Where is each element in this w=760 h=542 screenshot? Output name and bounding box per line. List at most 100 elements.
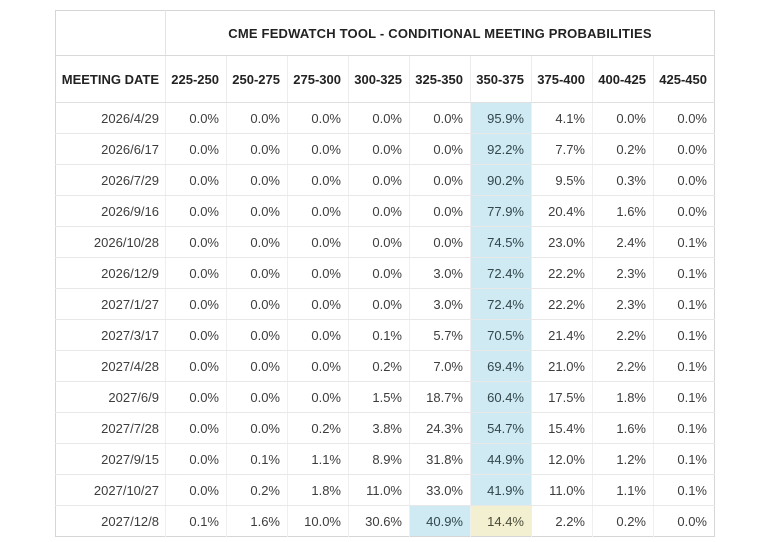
probability-cell: 0.0% [226,226,288,258]
probability-cell: 11.0% [348,474,410,506]
table-row: 2027/3/17 0.0% 0.0% 0.0% 0.1% 5.7% 70.5% 21.4% 2… [55,319,715,351]
probability-cell: 4.1% [531,102,593,134]
probability-cell: 90.2% [470,164,532,196]
probability-cell: 0.0% [165,412,227,444]
probability-cell: 21.0% [531,350,593,382]
probability-cell: 7.7% [531,133,593,165]
column-header-250-275: 250-275 [226,55,288,103]
meeting-date-cell: 2027/4/28 [55,350,166,382]
probability-cell: 0.0% [653,164,715,196]
probability-cell: 22.2% [531,288,593,320]
probability-cell: 0.0% [287,133,349,165]
probability-cell: 0.1% [653,226,715,258]
column-header-row: MEETING DATE 225-250 250-275 275-300 300… [55,55,715,103]
probability-cell: 0.2% [592,133,654,165]
probability-cell: 0.0% [348,257,410,289]
table-row: 2026/4/29 0.0% 0.0% 0.0% 0.0% 0.0% 95.9% 4.1% 0.… [55,102,715,134]
probability-cell: 3.0% [409,288,471,320]
meeting-date-cell: 2026/4/29 [55,102,166,134]
meeting-date-cell: 2027/7/28 [55,412,166,444]
probability-cell: 1.2% [592,443,654,475]
probability-cell: 0.0% [592,102,654,134]
column-header-400-425: 400-425 [592,55,654,103]
probability-cell: 0.0% [409,102,471,134]
probability-cell: 17.5% [531,381,593,413]
probability-cell: 0.2% [287,412,349,444]
meeting-date-cell: 2027/12/8 [55,505,166,537]
probability-cell: 74.5% [470,226,532,258]
probability-cell: 0.0% [287,288,349,320]
probability-cell: 95.9% [470,102,532,134]
meeting-date-cell: 2026/10/28 [55,226,166,258]
probability-cell: 0.0% [165,443,227,475]
probability-cell: 0.0% [165,257,227,289]
probability-cell: 1.1% [592,474,654,506]
table-row: 2026/9/16 0.0% 0.0% 0.0% 0.0% 0.0% 77.9% 20.4% 1… [55,195,715,227]
probability-cell: 1.5% [348,381,410,413]
probability-cell: 2.4% [592,226,654,258]
probability-cell: 1.8% [287,474,349,506]
probability-cell: 0.0% [226,288,288,320]
probability-cell: 72.4% [470,288,532,320]
probability-cell: 0.2% [348,350,410,382]
table-row: 2027/1/27 0.0% 0.0% 0.0% 0.0% 3.0% 72.4% 22.2% 2… [55,288,715,320]
probability-cell: 69.4% [470,350,532,382]
probability-cell: 0.0% [165,102,227,134]
probability-cell: 0.0% [165,195,227,227]
probability-cell: 0.0% [653,133,715,165]
probability-cell: 0.0% [287,195,349,227]
probability-cell: 33.0% [409,474,471,506]
probability-cell: 30.6% [348,505,410,537]
probability-cell: 0.1% [653,474,715,506]
probability-cell: 12.0% [531,443,593,475]
probability-cell: 0.0% [653,102,715,134]
probability-cell: 31.8% [409,443,471,475]
probability-cell: 0.0% [409,195,471,227]
column-header-425-450: 425-450 [653,55,715,103]
table-row: 2026/12/9 0.0% 0.0% 0.0% 0.0% 3.0% 72.4% 22.2% 2… [55,257,715,289]
probability-cell: 8.9% [348,443,410,475]
column-header-350-375: 350-375 [470,55,532,103]
probability-cell: 0.1% [653,257,715,289]
meeting-date-cell: 2027/1/27 [55,288,166,320]
table-row: 2026/6/17 0.0% 0.0% 0.0% 0.0% 0.0% 92.2% 7.7% 0.… [55,133,715,165]
probability-cell: 5.7% [409,319,471,351]
column-header-225-250: 225-250 [165,55,227,103]
probability-cell: 0.0% [165,133,227,165]
probability-cell: 0.1% [653,443,715,475]
fedwatch-table-card: CME FEDWATCH TOOL - CONDITIONAL MEETING … [55,10,715,537]
probability-cell: 3.0% [409,257,471,289]
column-header-275-300: 275-300 [287,55,349,103]
table-title-row: CME FEDWATCH TOOL - CONDITIONAL MEETING … [55,10,715,56]
probability-cell: 0.0% [287,102,349,134]
probability-cell: 0.0% [226,133,288,165]
probability-cell: 0.1% [653,288,715,320]
probability-cell: 40.9% [409,505,471,537]
probability-cell: 0.0% [226,412,288,444]
probability-cell: 10.0% [287,505,349,537]
table-title: CME FEDWATCH TOOL - CONDITIONAL MEETING … [165,10,715,56]
column-header-325-350: 325-350 [409,55,471,103]
probability-cell: 0.0% [165,350,227,382]
probability-cell: 60.4% [470,381,532,413]
probability-cell: 24.3% [409,412,471,444]
table-row: 2027/12/8 0.1% 1.6% 10.0% 30.6% 40.9% 14.4% 2.2… [55,505,715,537]
probability-cell: 0.0% [165,288,227,320]
probability-cell: 0.0% [165,319,227,351]
probability-cell: 18.7% [409,381,471,413]
probability-cell: 2.2% [592,350,654,382]
probability-cell: 0.1% [348,319,410,351]
probability-cell: 0.0% [348,226,410,258]
probability-cell: 1.6% [226,505,288,537]
meeting-date-cell: 2027/9/15 [55,443,166,475]
probability-cell: 11.0% [531,474,593,506]
probability-cell: 3.8% [348,412,410,444]
probability-cell: 0.0% [226,164,288,196]
probability-cell: 0.1% [226,443,288,475]
probability-cell: 1.6% [592,412,654,444]
probability-cell: 21.4% [531,319,593,351]
probability-cell: 1.6% [592,195,654,227]
probability-cell: 0.1% [165,505,227,537]
probability-cell: 22.2% [531,257,593,289]
